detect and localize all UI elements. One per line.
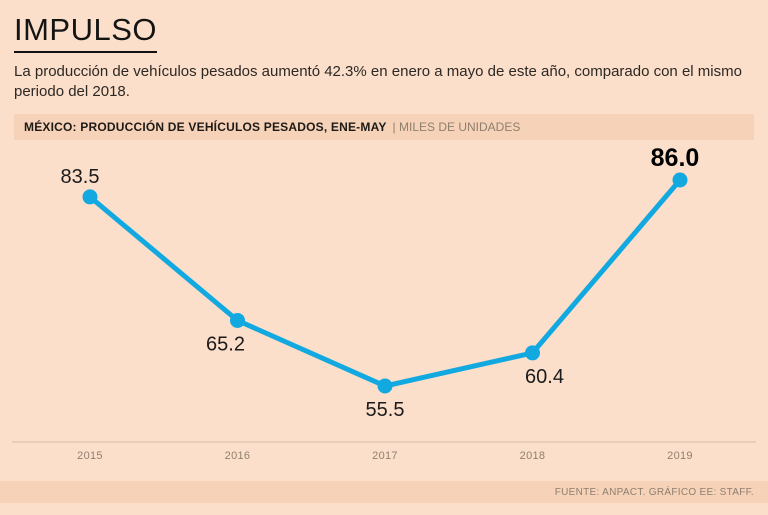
source-text: FUENTE: ANPACT. GRÁFICO EE: STAFF. bbox=[554, 486, 754, 498]
kicker-label: MÉXICO: PRODUCCIÓN DE VEHÍCULOS PESADOS,… bbox=[24, 119, 387, 134]
chart-point-2019 bbox=[672, 172, 688, 188]
header-block: IMPULSO La producción de vehículos pesad… bbox=[0, 0, 768, 140]
value-label-2018: 60.4 bbox=[525, 366, 564, 388]
x-tick-2015: 2015 bbox=[77, 450, 103, 462]
kicker-units: | MILES DE UNIDADES bbox=[392, 119, 521, 134]
subtitle: La producción de vehículos pesados aumen… bbox=[14, 63, 742, 101]
chart-point-2016 bbox=[230, 312, 245, 328]
x-tick-2017: 2017 bbox=[372, 450, 398, 462]
kicker-band: MÉXICO: PRODUCCIÓN DE VEHÍCULOS PESADOS,… bbox=[14, 113, 754, 140]
source-band: FUENTE: ANPACT. GRÁFICO EE: STAFF. bbox=[0, 481, 768, 503]
x-tick-2016: 2016 bbox=[225, 450, 251, 462]
chart-point-2018 bbox=[525, 345, 540, 361]
value-label-2016: 65.2 bbox=[206, 333, 245, 355]
value-label-2017: 55.5 bbox=[366, 399, 405, 421]
chart-point-2017 bbox=[377, 378, 393, 394]
value-label-2019: 86.0 bbox=[651, 144, 700, 172]
x-tick-2019: 2019 bbox=[667, 450, 693, 462]
page-title: IMPULSO bbox=[14, 12, 158, 53]
chart-line bbox=[87, 177, 683, 389]
x-tick-2018: 2018 bbox=[520, 450, 546, 462]
chart-point-2015 bbox=[82, 189, 98, 205]
value-label-2015: 83.5 bbox=[61, 166, 100, 188]
